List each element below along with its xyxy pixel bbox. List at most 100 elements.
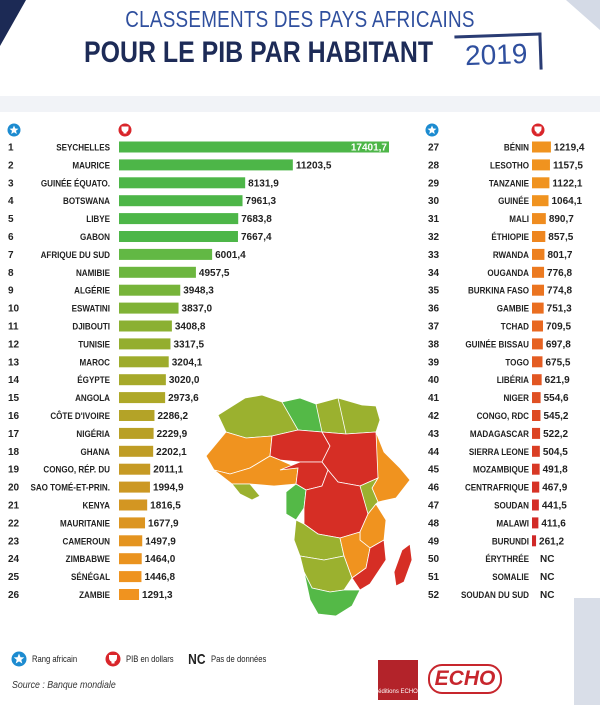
country-label: KENYA <box>83 500 111 511</box>
corner-decoration <box>574 598 600 705</box>
country-label: CÔTE D'IVOIRE <box>50 409 110 421</box>
bar <box>119 248 213 260</box>
value-label: 3948,3 <box>183 286 214 297</box>
country-label: MAROC <box>80 357 111 368</box>
country-label: OUGANDA <box>487 267 529 278</box>
value-label: 2229,9 <box>157 429 188 440</box>
rank-label: 21 <box>8 501 20 512</box>
bar <box>119 535 143 547</box>
country-label: DJIBOUTI <box>72 321 110 332</box>
bar <box>119 463 151 475</box>
country-label: GAMBIE <box>497 303 529 314</box>
bar <box>532 427 541 439</box>
country-label: SOUDAN DU SUD <box>461 589 529 600</box>
bar <box>532 481 540 493</box>
country-label: RWANDA <box>493 249 530 260</box>
rank-label: 3 <box>8 178 14 189</box>
value-label: 1157,5 <box>553 160 583 171</box>
bar <box>119 374 166 386</box>
value-label: 3317,5 <box>173 339 204 350</box>
bar <box>119 571 142 583</box>
rank-label: 5 <box>8 214 14 225</box>
legend-nc: NC Pas de données <box>186 648 276 670</box>
title-line1: CLASSEMENTS DES PAYS AFRICAINS <box>125 6 475 32</box>
bar <box>532 535 537 547</box>
value-label: 504,5 <box>543 447 568 458</box>
country-label: LIBÉRIA <box>497 375 530 386</box>
country-label: SIERRA LEONE <box>469 446 529 457</box>
value-label: 1464,0 <box>145 554 176 565</box>
rank-label: 9 <box>8 286 14 297</box>
rank-label: 50 <box>428 554 440 565</box>
bar <box>119 159 293 171</box>
rank-label: 36 <box>428 304 440 315</box>
country-label: SAO TOMÉ-ET-PRIN. <box>30 482 110 493</box>
bar <box>119 284 181 296</box>
bar <box>532 356 543 368</box>
value-label: 8131,9 <box>248 178 279 189</box>
rank-label: 2 <box>8 160 14 171</box>
bar <box>119 177 246 189</box>
value-label: 7683,8 <box>241 214 272 225</box>
rank-label: 7 <box>8 250 14 261</box>
rank-label: 31 <box>428 214 440 225</box>
value-label: 1291,3 <box>142 590 173 601</box>
rank-label: 16 <box>8 411 20 422</box>
bar <box>119 302 179 314</box>
value-label: 801,7 <box>547 250 572 261</box>
bar <box>532 213 546 225</box>
rank-label: 37 <box>428 322 440 333</box>
gdp-icon <box>531 123 545 137</box>
bar <box>119 445 154 457</box>
country-label: GUINÉE <box>498 196 529 207</box>
country-label: CENTRAFRIQUE <box>465 482 529 493</box>
rank-label: 19 <box>8 465 20 476</box>
value-label: 709,5 <box>546 322 571 333</box>
value-label: NC <box>540 554 554 565</box>
rank-label: 11 <box>8 322 19 333</box>
rank-label: 46 <box>428 483 440 494</box>
value-label: 1816,5 <box>150 501 181 512</box>
legend-rank: Rang africain <box>10 648 85 670</box>
value-label: 776,8 <box>547 268 572 279</box>
corner-decoration <box>0 0 26 46</box>
rank-label: 45 <box>428 465 440 476</box>
bar <box>532 266 545 278</box>
bar <box>532 445 540 457</box>
country-label: CONGO, RÉP. DU <box>43 464 110 475</box>
bar <box>532 463 540 475</box>
rank-label: 23 <box>8 536 20 547</box>
bar <box>119 589 140 600</box>
country-label: ESWATINI <box>72 303 110 314</box>
rank-label: 13 <box>8 357 20 368</box>
country-label: SEYCHELLES <box>56 142 110 153</box>
country-label: SOMALIE <box>492 571 529 582</box>
value-label: 3408,8 <box>175 322 206 333</box>
rank-label: 52 <box>428 590 440 601</box>
rank-label: 41 <box>428 393 440 404</box>
bar <box>532 338 543 350</box>
bar <box>532 410 541 421</box>
value-label: 441,5 <box>542 501 567 512</box>
bar <box>119 141 389 153</box>
country-label: LIBYE <box>86 213 110 224</box>
legend-gdp: PIB en dollars <box>104 648 182 670</box>
value-label: 751,3 <box>547 304 572 315</box>
value-label: 3020,0 <box>169 375 200 386</box>
value-label: 3837,0 <box>182 304 213 315</box>
bar <box>119 195 243 207</box>
rank-label: 30 <box>428 196 440 207</box>
publisher-logo: éditions ECHO <box>378 660 418 700</box>
bar <box>119 356 169 368</box>
country-label: SOUDAN <box>494 500 529 511</box>
country-label: GABON <box>80 231 110 242</box>
bar <box>119 338 171 350</box>
country-label: NAMIBIE <box>76 267 110 278</box>
value-label: 7667,4 <box>241 232 272 243</box>
value-label: 1446,8 <box>144 572 175 583</box>
value-label: 1064,1 <box>552 196 583 207</box>
echo-logo: ECHO <box>428 664 502 694</box>
bar <box>532 302 544 314</box>
country-label: ÉGYPTE <box>77 375 110 386</box>
country-label: CAMEROUN <box>63 536 110 547</box>
